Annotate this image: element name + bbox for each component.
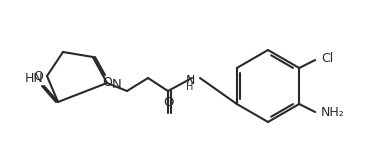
Text: O: O	[33, 71, 43, 83]
Text: H: H	[186, 82, 194, 92]
Text: N: N	[112, 79, 122, 91]
Text: NH₂: NH₂	[321, 106, 345, 119]
Text: HN: HN	[25, 72, 44, 84]
Text: O: O	[102, 76, 112, 89]
Text: O: O	[163, 96, 173, 110]
Text: N: N	[185, 74, 195, 87]
Text: Cl: Cl	[321, 52, 333, 66]
